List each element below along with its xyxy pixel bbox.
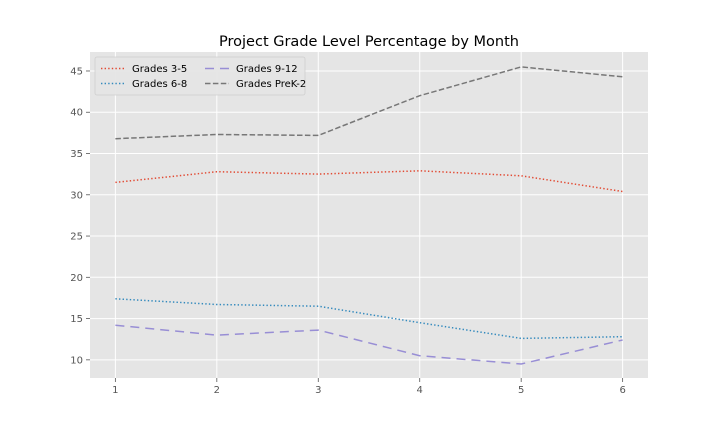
grid: [90, 52, 648, 378]
chart-title: Project Grade Level Percentage by Month: [219, 34, 519, 50]
y-tick-label: 35: [70, 149, 83, 160]
legend-label-grades-prek-2: Grades PreK-2: [236, 79, 306, 90]
y-tick-label: 15: [70, 314, 83, 325]
legend-box: [94, 56, 306, 96]
series-line-grades-prek-2: [115, 66, 623, 140]
x-tick-label: 2: [214, 385, 220, 396]
plot-area: [90, 52, 648, 378]
x-tick-label: 1: [112, 385, 118, 396]
x-tick-label: 3: [315, 385, 321, 396]
x-tick-label: 6: [619, 385, 625, 396]
series-line-grades-6-8: [115, 298, 623, 340]
legend: Grades 3-5 Grades 6-8 Grades 9-12 Grades Pr…: [94, 56, 306, 96]
series-line-grades-9-12: [115, 324, 623, 365]
y-tick-label: 40: [70, 108, 83, 119]
legend-label-grades-9-12: Grades 9-12: [236, 64, 298, 75]
y-tick-label: 20: [70, 273, 83, 284]
y-tick-label: 10: [70, 355, 83, 366]
x-tick-label: 5: [518, 385, 524, 396]
legend-label-grades-3-5: Grades 3-5: [132, 64, 187, 75]
x-tick-label: 4: [417, 385, 423, 396]
legend-label-grades-6-8: Grades 6-8: [132, 79, 187, 90]
y-tick-label: 30: [70, 190, 83, 201]
series-lines: [115, 66, 623, 365]
y-tick-label: 45: [70, 66, 83, 77]
y-tick-label: 25: [70, 232, 83, 243]
